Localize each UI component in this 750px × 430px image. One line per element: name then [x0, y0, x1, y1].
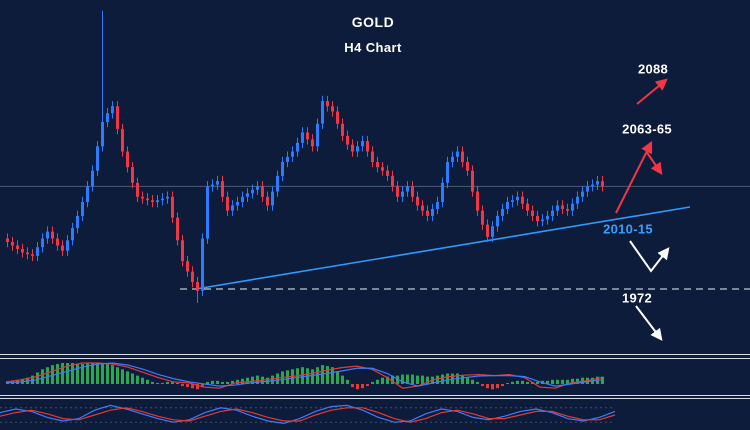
oscillator-line-2 [0, 407, 616, 423]
level-label-2088: 2088 [637, 61, 669, 77]
projection-arrows[interactable] [615, 78, 670, 341]
level-label-1972: 1972 [621, 290, 653, 306]
pullback-from-2063-arrow[interactable] [645, 150, 663, 175]
level-label-2063-65: 2063-65 [622, 121, 672, 137]
ascending-trendline[interactable] [195, 206, 691, 290]
dip-to-2010-15-arrow[interactable] [629, 240, 670, 273]
projection-up-to-2063-arrow[interactable] [615, 140, 653, 214]
macd-signal-line [5, 362, 602, 387]
oscillator-line-1 [0, 404, 616, 425]
break-below-1972-arrow[interactable] [635, 305, 663, 341]
level-label-2010-15: 2010-15 [603, 221, 653, 237]
chart-timeframe-subtitle: H4 Chart [344, 40, 402, 55]
candles [6, 10, 604, 303]
page-title: GOLD [351, 14, 395, 30]
projection-up-to-2088-arrow[interactable] [636, 78, 668, 105]
